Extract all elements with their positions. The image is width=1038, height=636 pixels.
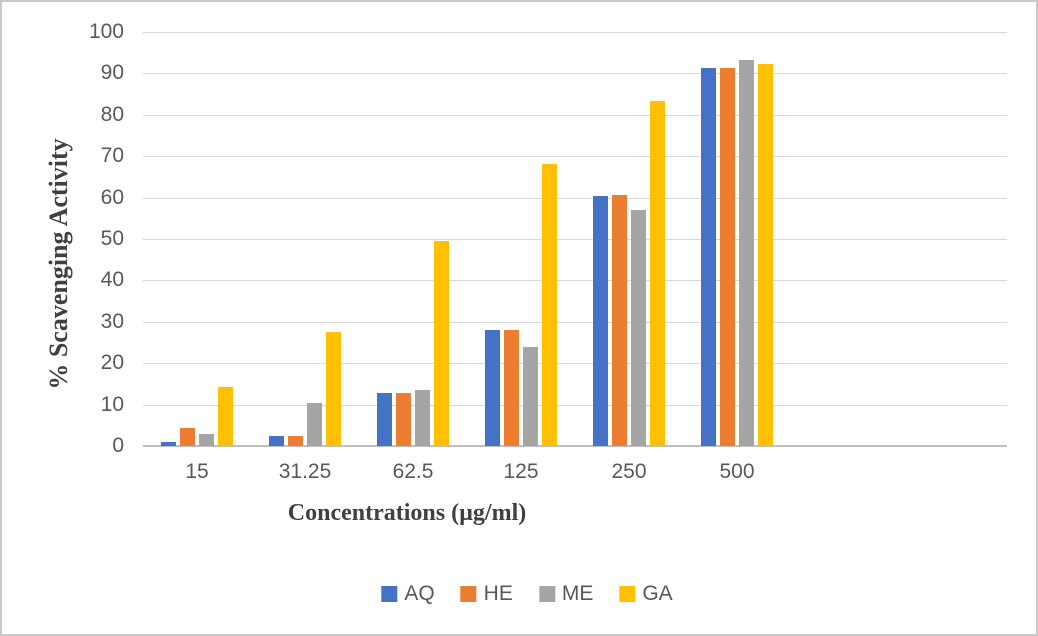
gridline [143, 32, 1007, 33]
bar-me-125 [523, 347, 538, 446]
legend-label: HE [483, 582, 513, 605]
legend: AQ HE ME GA [381, 582, 673, 606]
bar-ga-500 [758, 63, 773, 446]
bar-he-62.5 [396, 393, 411, 446]
y-tick-label: 60 [100, 185, 124, 209]
gridline [143, 321, 1007, 323]
legend-swatch-me [538, 586, 555, 602]
x-tick-label: 125 [503, 460, 539, 483]
bar-ga-250 [650, 101, 665, 446]
legend-item-he: HE [460, 582, 513, 606]
bar-aq-15 [161, 441, 176, 446]
gridline [143, 239, 1007, 240]
x-axis-title: Concentrations (µg/ml) [287, 500, 527, 526]
gridline [143, 156, 1007, 158]
gridline [143, 404, 1007, 406]
bar-ga-62.5 [434, 241, 449, 446]
gridline [143, 73, 1007, 75]
legend-item-aq: AQ [381, 582, 435, 606]
gridline [143, 197, 1007, 199]
gridline [143, 363, 1007, 365]
x-tick-label: 250 [611, 460, 647, 483]
bar-me-15 [199, 433, 214, 446]
bar-he-250 [612, 195, 627, 446]
bar-he-500 [720, 68, 735, 446]
bar-me-250 [631, 210, 646, 446]
y-tick-label: 40 [100, 268, 124, 292]
legend-swatch-he [460, 586, 477, 602]
y-tick-label: 50 [100, 227, 124, 250]
bar-ga-125 [542, 164, 557, 446]
bar-aq-62.5 [377, 393, 392, 446]
bar-me-500 [739, 60, 754, 446]
x-tick-label: 500 [719, 460, 755, 483]
y-tick-label: 0 [112, 434, 124, 457]
bar-me-31.25 [307, 403, 322, 446]
y-tick-label: 100 [88, 20, 124, 43]
legend-item-ga: GA [619, 582, 673, 606]
bar-ga-31.25 [326, 331, 341, 446]
legend-label: GA [642, 582, 673, 605]
bar-aq-125 [485, 330, 500, 446]
legend-swatch-aq [381, 586, 398, 602]
bar-ga-15 [218, 387, 233, 446]
y-tick-label: 10 [100, 392, 124, 416]
bar-aq-250 [593, 195, 608, 446]
bar-he-15 [180, 428, 195, 446]
x-tick-label: 31.25 [278, 460, 332, 483]
x-tick-label: 62.5 [392, 460, 434, 483]
x-axis-line [143, 445, 1007, 447]
y-tick-label: 90 [100, 61, 124, 85]
y-tick-label: 70 [100, 144, 124, 168]
legend-item-me: ME [538, 582, 594, 606]
legend-label: AQ [404, 582, 435, 605]
y-tick-label: 20 [100, 351, 124, 375]
gridline [143, 280, 1007, 282]
gridline [143, 114, 1007, 116]
legend-label: ME [561, 582, 594, 605]
bar-aq-500 [701, 68, 716, 446]
legend-swatch-ga [619, 586, 636, 602]
bar-aq-31.25 [269, 436, 284, 446]
y-tick-label: 30 [100, 309, 124, 333]
bar-me-62.5 [415, 389, 430, 446]
bar-he-125 [504, 330, 519, 446]
y-tick-label: 80 [100, 102, 124, 126]
x-tick-label: 15 [185, 460, 209, 483]
bar-he-31.25 [288, 436, 303, 446]
